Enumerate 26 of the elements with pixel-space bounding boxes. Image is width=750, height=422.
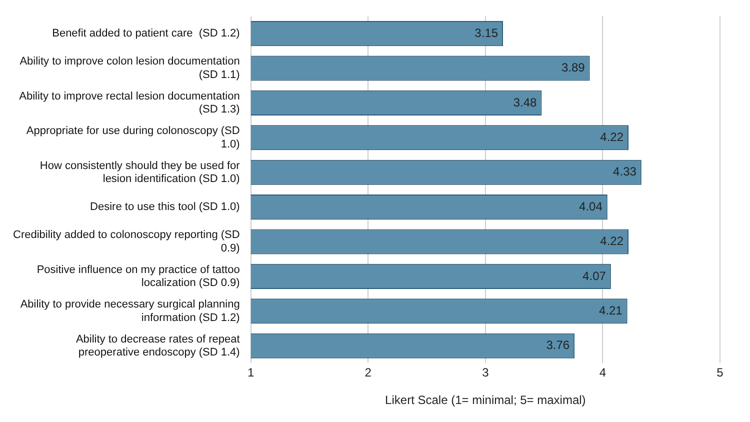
- y-tick-label: How consistently should they be used for lesion identification (SD 1.0): [40, 160, 240, 185]
- data-label: 4.07: [582, 268, 606, 283]
- y-tick-label: Ability to provide necessary surgical planning information (SD 1.2): [20, 298, 240, 324]
- y-tick-label: Positive influence on my practice of tattoo localization (SD 0.9): [36, 264, 240, 290]
- y-tick-label: Desire to use this tool (SD 1.0): [90, 201, 240, 214]
- y-tick-label: Benefit added to patient care (SD 1.2): [52, 28, 240, 40]
- data-label: 4.04: [579, 199, 603, 214]
- x-tick-label: 4: [599, 366, 606, 380]
- x-tick-label: 2: [364, 366, 372, 380]
- y-tick-label: Credibility added to colonoscopy reporting (SD 0.9): [13, 229, 240, 254]
- y-tick-label: Ability to improve rectal lesion documentation (SD 1.3): [19, 90, 240, 116]
- x-tick-label: 1: [248, 366, 254, 380]
- data-label: 3.89: [561, 60, 586, 75]
- y-tick-label: Appropriate for use during colonoscopy (SD 1.0): [26, 125, 240, 150]
- x-tick-label: 5: [716, 366, 724, 380]
- data-label: 4.22: [600, 130, 624, 144]
- data-label: 4.33: [613, 164, 637, 179]
- y-tick-label: Ability to improve colon lesion documentation (SD 1.1): [20, 56, 240, 81]
- data-label: 3.48: [513, 95, 538, 110]
- x-axis-title: Likert Scale (1= minimal; 5= maximal): [385, 393, 586, 408]
- data-label: 3.15: [474, 26, 498, 40]
- data-label: 4.21: [598, 303, 623, 318]
- y-tick-label: Ability to decrease rates of repeat preoperative endoscopy (SD 1.4): [76, 333, 240, 358]
- data-label: 3.76: [546, 338, 570, 352]
- x-tick-label: 3: [482, 366, 490, 380]
- data-label: 4.22: [600, 234, 624, 248]
